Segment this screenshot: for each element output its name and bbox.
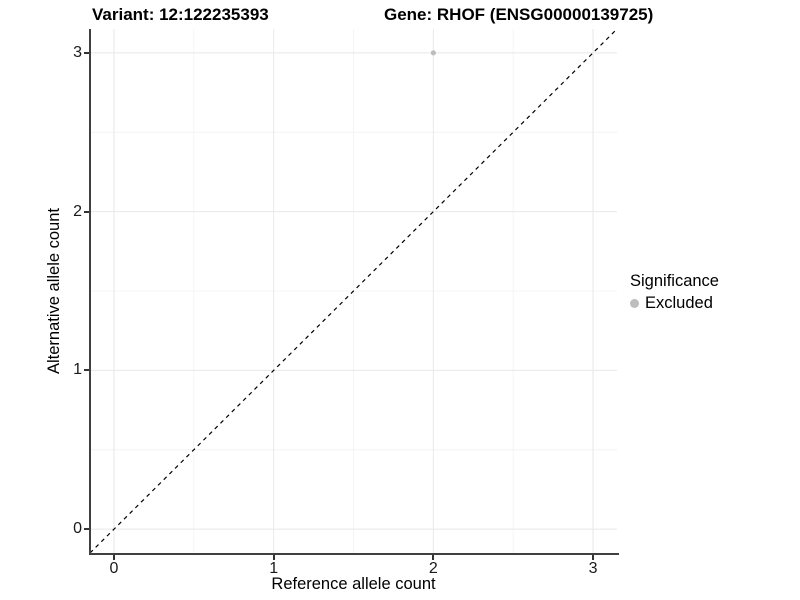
y-tick-label: 3 [73,43,82,61]
x-tick-mark [272,555,275,560]
x-axis-title: Reference allele count [271,575,436,593]
plot-panel [90,29,617,553]
y-tick-mark [84,369,89,372]
y-axis-line [89,29,91,555]
y-tick-label: 0 [73,520,82,538]
gene-title: Gene: RHOF (ENSG00000139725) [384,5,654,24]
y-axis-title: Alternative allele count [45,208,63,375]
x-tick-label: 1 [269,560,279,577]
legend-item-excluded: Excluded [630,294,719,313]
x-tick-label: 0 [109,560,119,577]
x-tick-mark [592,555,595,560]
y-tick-label: 1 [73,361,82,379]
legend: Significance Excluded [630,272,719,313]
excluded-dot-icon [630,299,639,308]
y-tick-label: 2 [73,202,82,220]
legend-item-label: Excluded [645,294,713,312]
data-point-excluded [430,50,436,56]
x-tick-label: 2 [428,560,438,577]
x-axis-line [89,553,619,555]
chart-canvas [90,29,617,553]
y-tick-mark [84,528,89,531]
identity-reference-line [90,29,617,553]
y-tick-mark [84,51,89,54]
legend-title: Significance [630,272,719,290]
variant-title: Variant: 12:122235393 [92,5,269,24]
x-tick-mark [112,555,115,560]
y-tick-mark [84,210,89,213]
x-tick-label: 3 [588,560,598,577]
x-tick-mark [432,555,435,560]
